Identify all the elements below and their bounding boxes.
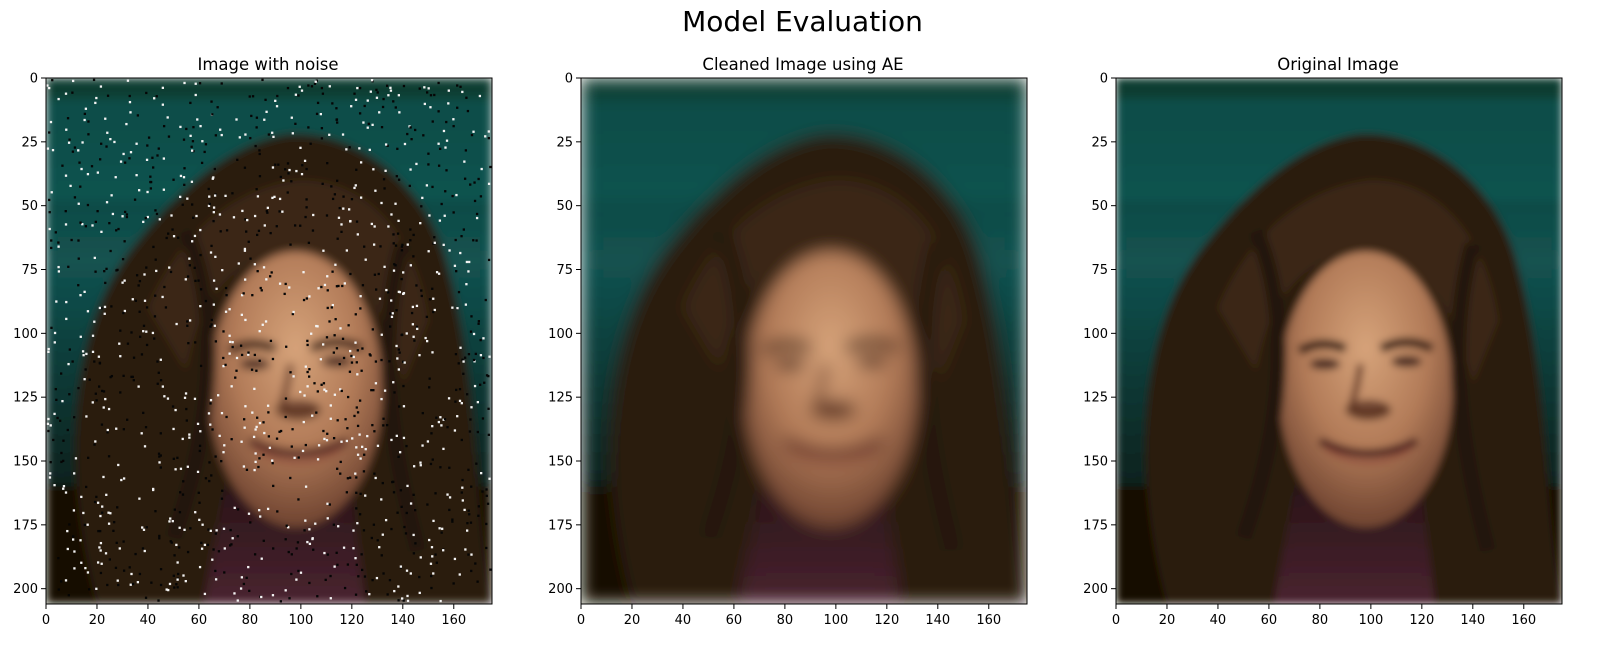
y-tick-label: 0 [1100,72,1108,87]
y-tick-label: 25 [21,135,38,150]
y-axis: 0 25 50 75 100 125 150 175 200 [1083,72,1116,597]
y-tick-label: 175 [1083,518,1108,533]
x-tick-label: 100 [288,613,313,628]
x-tick-label: 140 [1460,613,1485,628]
x-tick-label: 120 [874,613,899,628]
y-tick-label: 200 [548,582,573,597]
y-tick-label: 100 [13,327,38,342]
x-tick-label: 140 [390,613,415,628]
x-tick-label: 160 [976,613,1001,628]
original-image [1116,78,1562,604]
y-tick-label: 50 [556,199,573,214]
x-tick-label: 100 [823,613,848,628]
panel-noisy: Image with noise 0 20 40 60 80 100 120 140 160 0… [13,55,493,628]
y-tick-label: 0 [565,72,573,87]
y-axis: 0 25 50 75 100 125 150 175 200 [548,72,581,597]
y-tick-label: 25 [1091,135,1108,150]
x-tick-label: 120 [339,613,364,628]
x-axis: 0 20 40 60 80 100 120 140 160 [577,604,1001,628]
x-tick-label: 80 [777,613,794,628]
x-tick-label: 20 [624,613,641,628]
panel-title-noisy: Image with noise [197,55,338,74]
y-tick-label: 150 [1083,455,1108,470]
y-tick-label: 50 [21,199,38,214]
y-tick-label: 75 [556,263,573,278]
y-tick-label: 125 [13,391,38,406]
x-axis: 0 20 40 60 80 100 120 140 160 [1112,604,1536,628]
axes-frame [45,77,493,605]
x-tick-label: 60 [1261,613,1278,628]
y-tick-label: 125 [1083,391,1108,406]
x-tick-label: 80 [1312,613,1329,628]
x-tick-label: 0 [577,613,585,628]
x-tick-label: 40 [675,613,692,628]
noisy-image [46,78,492,604]
panel-title-cleaned: Cleaned Image using AE [702,55,903,74]
x-tick-label: 40 [140,613,157,628]
panel-cleaned: Cleaned Image using AE 0 20 40 60 80 100 120 14… [548,55,1028,628]
panel-title-original: Original Image [1277,55,1399,74]
y-tick-label: 100 [1083,327,1108,342]
y-axis: 0 25 50 75 100 125 150 175 200 [13,72,46,597]
y-tick-label: 175 [548,518,573,533]
x-tick-label: 0 [1112,613,1120,628]
y-tick-label: 75 [21,263,38,278]
x-tick-label: 0 [42,613,50,628]
axes-frame [580,77,1028,605]
y-tick-label: 175 [13,518,38,533]
x-tick-label: 160 [441,613,466,628]
x-tick-label: 60 [191,613,208,628]
y-tick-label: 150 [13,455,38,470]
panel-original: Original Image 0 20 40 60 80 100 120 140 160 0 25… [1083,55,1563,628]
x-tick-label: 60 [726,613,743,628]
y-tick-label: 125 [548,391,573,406]
y-tick-label: 0 [30,72,38,87]
x-tick-label: 100 [1358,613,1383,628]
x-tick-label: 20 [1159,613,1176,628]
y-tick-label: 75 [1091,263,1108,278]
x-axis: 0 20 40 60 80 100 120 140 160 [42,604,466,628]
y-tick-label: 200 [13,582,38,597]
figure-title: Model Evaluation [682,5,923,38]
y-tick-label: 50 [1091,199,1108,214]
x-tick-label: 40 [1210,613,1227,628]
x-tick-label: 20 [89,613,106,628]
x-tick-label: 140 [925,613,950,628]
salt-pepper-noise [46,78,492,603]
y-tick-label: 100 [548,327,573,342]
x-tick-label: 160 [1511,613,1536,628]
x-tick-label: 120 [1409,613,1434,628]
y-tick-label: 150 [548,455,573,470]
y-tick-label: 200 [1083,582,1108,597]
x-tick-label: 80 [242,613,259,628]
cleaned-image [581,78,1027,604]
axes-frame [1115,77,1563,605]
y-tick-label: 25 [556,135,573,150]
